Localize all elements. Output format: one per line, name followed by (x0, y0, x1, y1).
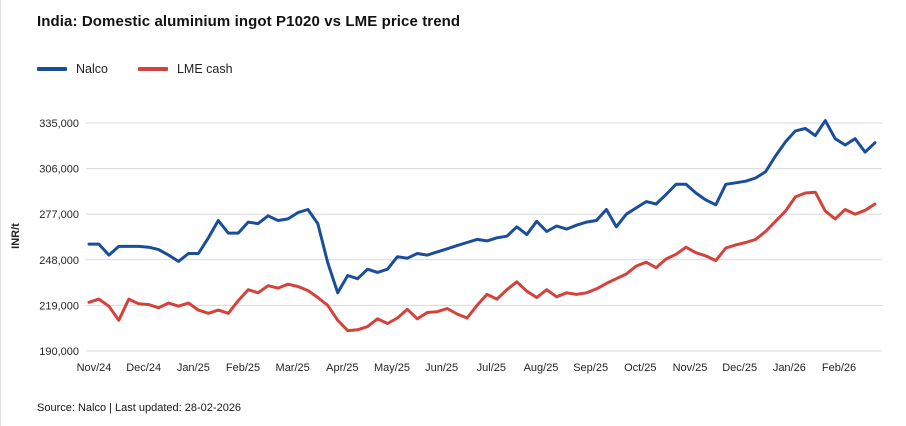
x-tick-label: Feb/26 (822, 362, 856, 374)
x-tick-label: Jun/25 (425, 362, 458, 374)
x-tick-label: Apr/25 (326, 362, 358, 374)
legend-item-nalco: Nalco (37, 62, 108, 76)
y-tick-label: 277,000 (39, 209, 79, 221)
lme-cash-line-swatch (137, 67, 168, 71)
x-tick-label: Dec/25 (722, 362, 757, 374)
x-tick-label: Aug/25 (524, 362, 559, 374)
y-tick-label: 335,000 (39, 118, 79, 130)
x-tick-label: Jan/25 (177, 362, 210, 374)
chart-title: India: Domestic aluminium ingot P1020 vs… (37, 13, 461, 30)
y-tick-label: 190,000 (39, 346, 79, 358)
x-tick-label: Nov/24 (77, 362, 112, 374)
y-tick-label: 219,000 (39, 300, 79, 312)
legend: Nalco LME cash (37, 62, 233, 76)
nalco-line (87, 119, 877, 295)
x-tick-label: Oct/25 (624, 362, 656, 374)
x-tick-label: Dec/24 (126, 362, 161, 374)
x-tick-label: Jul/25 (477, 362, 506, 374)
y-tick-label: 306,000 (39, 164, 79, 176)
lme-cash-line (87, 190, 877, 333)
nalco-line-swatch (37, 67, 67, 71)
x-tick-label: Mar/25 (276, 362, 310, 374)
x-tick-label: Feb/25 (226, 362, 260, 374)
x-tick-label: Jan/26 (773, 362, 806, 374)
x-tick-label: May/25 (374, 362, 410, 374)
legend-label-nalco: Nalco (76, 62, 108, 76)
x-tick-label: Nov/25 (673, 362, 708, 374)
x-tick-label: Sep/25 (573, 362, 608, 374)
legend-item-lme-cash: LME cash (137, 62, 233, 76)
y-tick-label: 248,000 (39, 255, 79, 267)
source-note: Source: Nalco | Last updated: 28-02-2026 (37, 402, 242, 414)
legend-label-lme-cash: LME cash (176, 62, 233, 76)
